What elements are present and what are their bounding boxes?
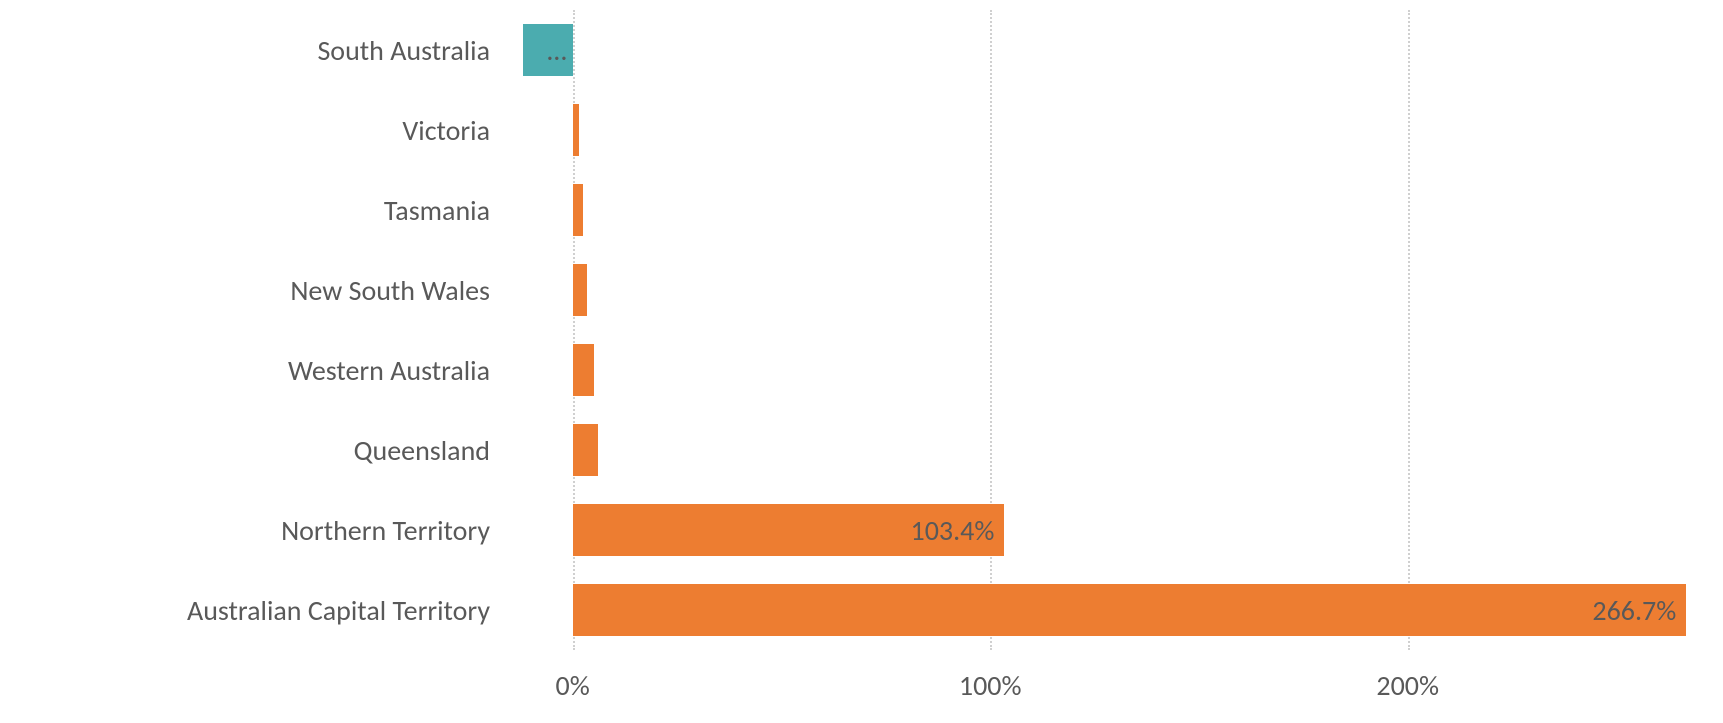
bar-value-label: … (547, 33, 566, 68)
bar-value-label: 103.4% (911, 513, 995, 548)
y-axis-label: Western Australia (288, 353, 490, 388)
bar (573, 264, 588, 316)
x-axis-tick-label: 0% (556, 668, 590, 703)
bar (573, 424, 598, 476)
bar-value-label: 266.7% (1592, 593, 1676, 628)
bar (573, 104, 579, 156)
bar (573, 584, 1687, 636)
x-axis-tick-label: 200% (1376, 668, 1439, 703)
y-axis-label: Queensland (354, 433, 490, 468)
x-axis-tick-label: 100% (959, 668, 1022, 703)
bar (573, 184, 583, 236)
y-axis-label: South Australia (317, 33, 490, 68)
y-axis-label: New South Wales (290, 273, 490, 308)
y-axis-label: Tasmania (384, 193, 490, 228)
bar (573, 344, 594, 396)
chart-container: … 103.4% 266.7% South Australia Victoria Tas… (0, 0, 1723, 723)
plot-area: … 103.4% 266.7% (510, 10, 1700, 650)
y-axis-label: Australian Capital Territory (187, 593, 490, 628)
y-axis-label: Victoria (402, 113, 490, 148)
gridline (1408, 10, 1410, 650)
y-axis-label: Northern Territory (281, 513, 490, 548)
